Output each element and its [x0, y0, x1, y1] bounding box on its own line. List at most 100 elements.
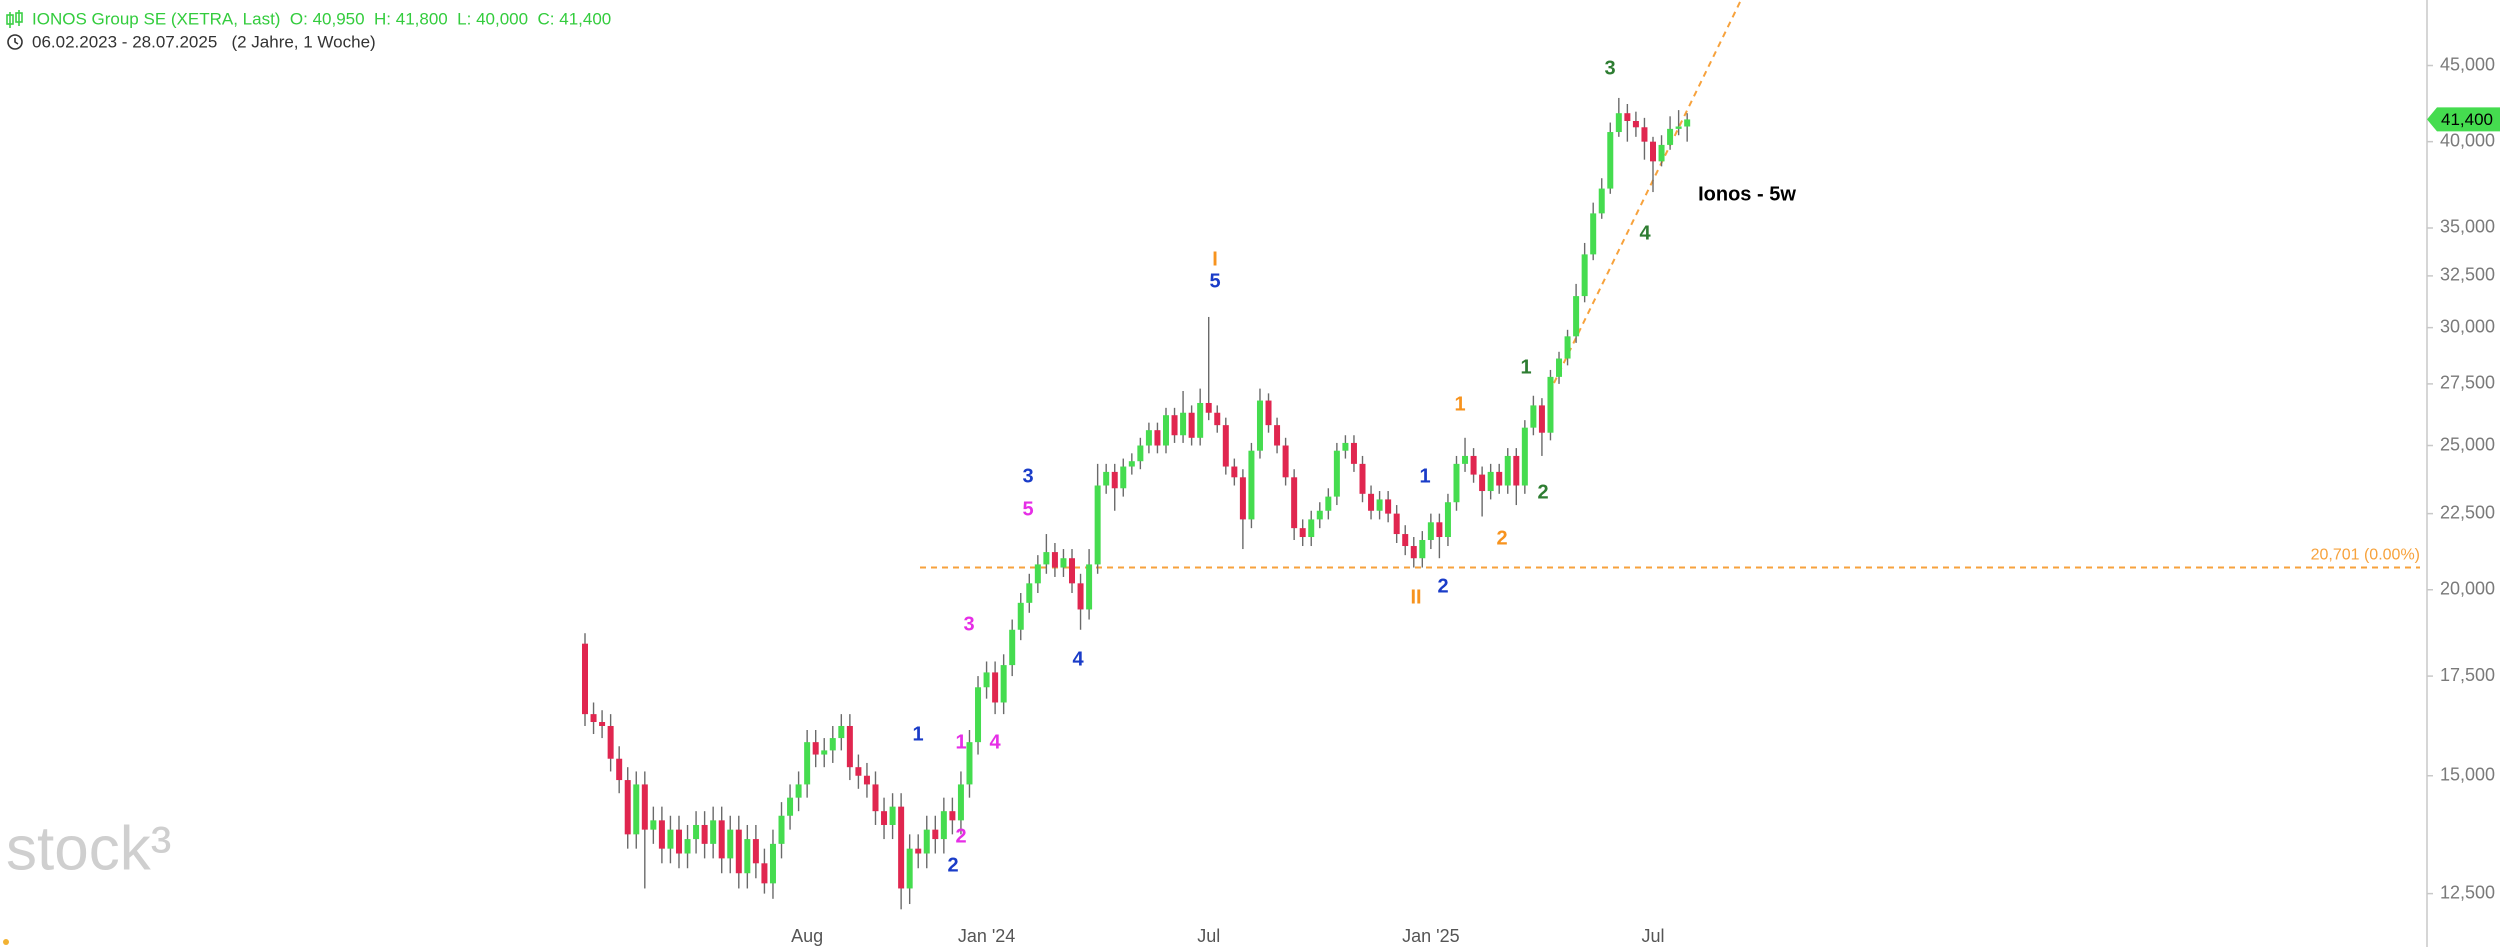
x-tick-label: Jan '24: [958, 926, 1015, 946]
last-price-label: 41,400: [2441, 110, 2493, 129]
corner-dot: [3, 939, 9, 945]
y-tick-label: 25,000: [2440, 434, 2495, 454]
candle-body: [1188, 412, 1195, 438]
wave-label: 1: [1454, 393, 1465, 415]
candle-body: [624, 780, 631, 835]
wave-label: 3: [1022, 465, 1033, 487]
candle-body: [1145, 430, 1152, 446]
watermark: stock³: [6, 814, 171, 883]
y-tick-label: 22,500: [2440, 502, 2495, 522]
y-tick-label: 30,000: [2440, 316, 2495, 336]
wave-label: 3: [963, 613, 974, 635]
candle-body: [1658, 144, 1665, 162]
candle-body: [1316, 510, 1323, 520]
candle-body: [1248, 450, 1255, 520]
candle-body: [1479, 474, 1486, 492]
wave-label: Ionos - 5w: [1698, 183, 1796, 205]
candle-body: [1274, 425, 1281, 446]
candle-body: [769, 843, 776, 884]
x-tick-label: Jul: [1197, 926, 1220, 946]
candle-body: [1632, 120, 1639, 128]
candle-body: [1650, 141, 1656, 162]
candle-body: [957, 784, 964, 821]
wave-label: 2: [955, 825, 966, 847]
candle-body: [1009, 629, 1016, 666]
candle-body: [1308, 519, 1315, 538]
candle-body: [1376, 499, 1383, 511]
candle-body: [795, 784, 802, 798]
candle-body: [1607, 132, 1614, 189]
candle-body: [855, 767, 862, 776]
y-tick-label: 32,500: [2440, 265, 2495, 285]
y-tick-label: 27,500: [2440, 373, 2495, 393]
candle-body: [1513, 455, 1520, 486]
candle-body: [1368, 493, 1375, 511]
wave-label: 2: [1437, 575, 1448, 597]
candle-body: [607, 725, 614, 759]
candle-body: [1556, 358, 1563, 377]
candle-body: [1128, 461, 1135, 467]
candle-body: [582, 643, 588, 715]
candle-body: [829, 738, 836, 751]
wave-label: 4: [1072, 648, 1084, 670]
candle-body: [718, 820, 725, 859]
candle-body: [1094, 485, 1101, 565]
candle-body: [1624, 113, 1631, 121]
candle-body: [863, 775, 870, 785]
candle-body: [992, 672, 999, 703]
candle-body: [1197, 402, 1204, 438]
candle-body: [1222, 425, 1229, 467]
candle-body: [1239, 477, 1246, 520]
candle-body: [1282, 445, 1289, 478]
y-tick-label: 17,500: [2440, 665, 2495, 685]
candle-body: [744, 839, 751, 874]
wave-label: 4: [1639, 222, 1651, 244]
candle-body: [1103, 471, 1110, 486]
x-tick-label: Aug: [791, 926, 823, 946]
candle-body: [641, 784, 648, 830]
candle-body: [1436, 522, 1443, 538]
candle-body: [693, 824, 700, 840]
x-tick-label: Jan '25: [1402, 926, 1459, 946]
candle-body: [1299, 528, 1306, 538]
candle-body: [633, 784, 640, 835]
trend-line: [1553, 0, 1742, 384]
candle-body: [1137, 445, 1144, 462]
last-price-tag: [2427, 107, 2500, 132]
candle-body: [1026, 583, 1033, 603]
candle-body: [1051, 552, 1058, 568]
wave-label: 1: [1419, 465, 1430, 487]
candle-body: [1342, 442, 1349, 451]
wave-label: 2: [1537, 481, 1548, 503]
wave-label: 1: [912, 723, 923, 745]
candle-body: [1453, 463, 1460, 503]
candle-body: [1419, 540, 1426, 559]
candle-body: [1350, 442, 1357, 464]
wave-label: 1: [955, 731, 966, 753]
candle-body: [675, 829, 682, 854]
candle-body: [966, 742, 973, 785]
candle-body: [1538, 405, 1545, 433]
candle-body: [1573, 296, 1580, 337]
wave-label: 4: [989, 731, 1001, 753]
wave-label: II: [1410, 586, 1421, 608]
candle-body: [710, 820, 717, 844]
candle-body: [889, 806, 896, 825]
candle-body: [1333, 450, 1340, 497]
candle-body: [1402, 534, 1409, 547]
candle-body: [898, 806, 905, 889]
candle-body: [1120, 466, 1127, 489]
candle-body: [983, 672, 990, 688]
wave-label: I: [1212, 248, 1218, 270]
wave-label: 2: [1496, 527, 1507, 549]
candle-body: [1427, 522, 1434, 541]
candle-body: [1291, 477, 1298, 529]
candle-body: [1077, 583, 1084, 610]
candle-body: [1504, 455, 1511, 486]
candle-body: [821, 750, 828, 755]
clock-icon: [7, 34, 23, 50]
candle-body: [804, 742, 811, 785]
candle-body: [1410, 546, 1417, 559]
candle-body: [1615, 113, 1622, 133]
